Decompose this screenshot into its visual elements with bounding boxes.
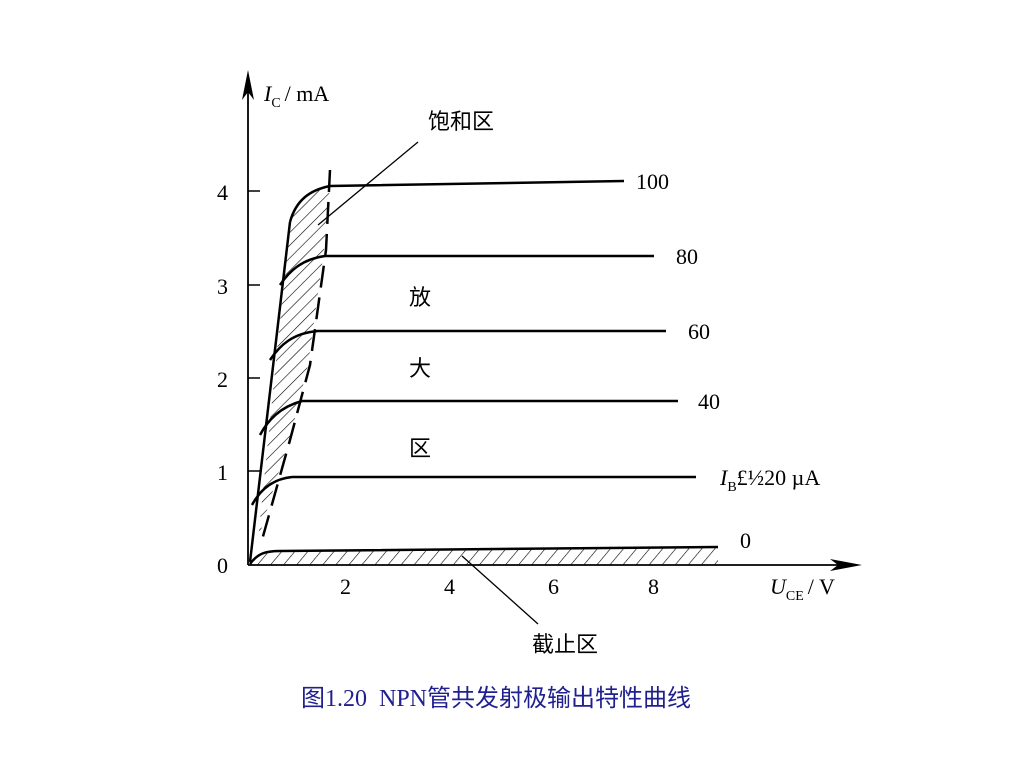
amplification-region-char-2: 大 [409,357,431,382]
curve-label-0: 0 [740,528,751,553]
cutoff-region-label: 截止区 [532,633,598,658]
amplification-region-char-1: 放 [409,286,431,311]
curve-ib-40 [258,399,678,436]
curve-label-ib-20: IB£½20 µA [719,465,820,495]
curve-label-100: 100 [636,169,669,194]
curve-label-60: 60 [688,319,710,344]
curve-ib-60 [268,329,666,361]
y-axis-symbol: I [263,81,273,106]
ib-symbol: I [719,465,729,490]
curve-ib-100 [288,179,625,223]
ib-subscript: B [727,480,736,495]
saturation-dashed-boundary [260,169,332,541]
figure-caption: 图1.20 NPN管共发射极输出特性曲线 [301,685,691,712]
y-tick-marks [248,190,260,472]
y-tick-label-2: 2 [217,367,228,392]
y-axis-unit: / mA [285,81,330,106]
x-axis-subscript: CE [786,589,804,604]
y-axis-label: IC / mA [263,81,329,111]
y-axis-subscript: C [271,96,280,111]
x-axis-unit: / V [808,574,835,599]
curve-label-80: 80 [676,244,698,269]
characteristic-curves [248,179,719,565]
y-tick-label-3: 3 [217,274,228,299]
curve-ib-0 [248,545,719,565]
y-tick-label-0: 0 [217,553,228,578]
cutoff-region-hatch [250,547,718,565]
y-tick-label-4: 4 [217,180,228,205]
curve-ib-80 [278,254,654,286]
y-axis-arrow-icon [242,70,254,100]
saturation-region-hatch [258,186,330,540]
x-axis-arrow-icon [830,559,862,571]
amplification-region-char-3: 区 [409,437,431,462]
curve-label-40: 40 [698,389,720,414]
ib-rest: £½20 µA [737,465,821,490]
x-tick-label-4: 4 [444,574,455,599]
cutoff-leader-line [461,555,539,625]
saturation-region-label: 饱和区 [428,110,494,135]
saturation-leader-line [317,141,419,226]
x-tick-label-8: 8 [648,574,659,599]
y-tick-label-1: 1 [217,460,228,485]
x-axis-label: UCE / V [770,574,835,604]
curve-ib-20 [250,475,696,506]
x-axis-symbol: U [770,574,788,599]
x-tick-label-2: 2 [340,574,351,599]
x-tick-label-6: 6 [548,574,559,599]
axes [247,82,848,566]
